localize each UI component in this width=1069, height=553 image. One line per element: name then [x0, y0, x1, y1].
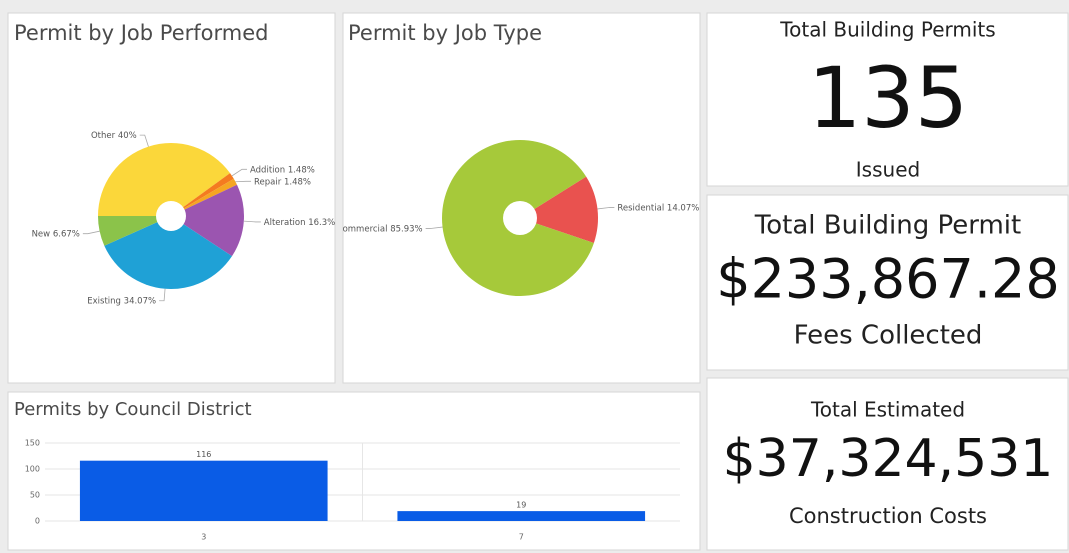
slice-value-label: 1.48% — [284, 177, 311, 187]
pie-slice — [104, 216, 232, 290]
slice-category: Alteration — [264, 217, 306, 227]
pie-slice — [98, 143, 231, 216]
slice-label: Alteration 16.3% — [264, 217, 335, 227]
chart-title: Permits by Council District — [14, 399, 252, 420]
y-tick-label: 0 — [35, 517, 40, 526]
slice-value-label: 16.3% — [308, 217, 335, 227]
slice-value-label: 1.48% — [288, 165, 315, 175]
y-tick-label: 100 — [25, 465, 40, 474]
slice-label: Existing 34.07% — [87, 296, 156, 306]
bar — [79, 460, 328, 521]
leader-line — [159, 288, 166, 302]
slice-label: Repair 1.48% — [254, 177, 311, 187]
leader-line — [425, 226, 443, 229]
panel — [706, 194, 1069, 371]
slice-category: Commercial — [337, 224, 388, 234]
bar-value-label: 19 — [516, 501, 526, 510]
slice-category: Existing — [87, 296, 121, 306]
indicator-subtitle: Construction Costs — [789, 504, 987, 528]
slice-label: Commercial 85.93% — [337, 224, 423, 234]
y-tick-label: 150 — [25, 439, 40, 448]
bar-value-label: 116 — [196, 450, 211, 459]
indicator-subtitle: Issued — [856, 158, 920, 182]
slice-value-label: 14.07% — [667, 203, 699, 213]
slice-label: New 6.67% — [32, 229, 80, 239]
leader-line — [82, 230, 100, 235]
slice-value-label: 34.07% — [124, 296, 156, 306]
leader-line — [139, 134, 149, 147]
donut-hole — [503, 201, 537, 235]
indicator-value: 135 — [808, 49, 968, 147]
y-tick-label: 50 — [30, 491, 40, 500]
indicator-title: Total Estimated — [810, 398, 965, 422]
indicator-subtitle: Fees Collected — [794, 321, 983, 351]
bar-chart: Permits by Council District 0 50 100 150 116 3… — [14, 399, 680, 542]
indicator-value: $233,867.28 — [716, 248, 1060, 311]
indicator-title: Total Building Permits — [779, 18, 995, 42]
slice-category: Repair — [254, 177, 282, 187]
chart-title: Permit by Job Performed — [14, 21, 268, 45]
pie-slice — [171, 173, 234, 216]
x-tick-label: 7 — [519, 533, 524, 542]
pie-slice — [98, 216, 171, 246]
slice-category: New — [32, 229, 51, 239]
slice-category: Addition — [250, 165, 285, 175]
indicator-value: $37,324,531 — [723, 429, 1054, 489]
slice-label: Other 40% — [91, 131, 137, 141]
x-tick-label: 3 — [201, 533, 206, 542]
slice-value-label: 40% — [118, 131, 137, 141]
leader-line — [243, 220, 261, 223]
slice-category: Residential — [617, 203, 664, 213]
indicator-title: Total Building Permit — [754, 211, 1021, 241]
leader-line — [231, 168, 248, 177]
slice-value-label: 85.93% — [390, 224, 422, 234]
pie-slice — [171, 184, 244, 257]
panel — [706, 12, 1069, 187]
donut-hole — [156, 201, 186, 231]
slice-label: Addition 1.48% — [250, 165, 315, 175]
panel — [706, 377, 1069, 551]
pie-slice — [520, 176, 598, 243]
slice-category: Other — [91, 131, 116, 141]
chart-title: Permit by Job Type — [348, 21, 542, 45]
slice-value-label: 6.67% — [53, 229, 80, 239]
bar — [397, 511, 646, 521]
leader-line — [597, 207, 615, 210]
pie-slice — [171, 178, 237, 216]
slice-label: Residential 14.07% — [617, 203, 699, 213]
pie-chart: Permit by Job Type Residential 14.07% Comm… — [337, 21, 699, 296]
pie-chart: Permit by Job Performed Other 40% Addition… — [14, 21, 335, 306]
